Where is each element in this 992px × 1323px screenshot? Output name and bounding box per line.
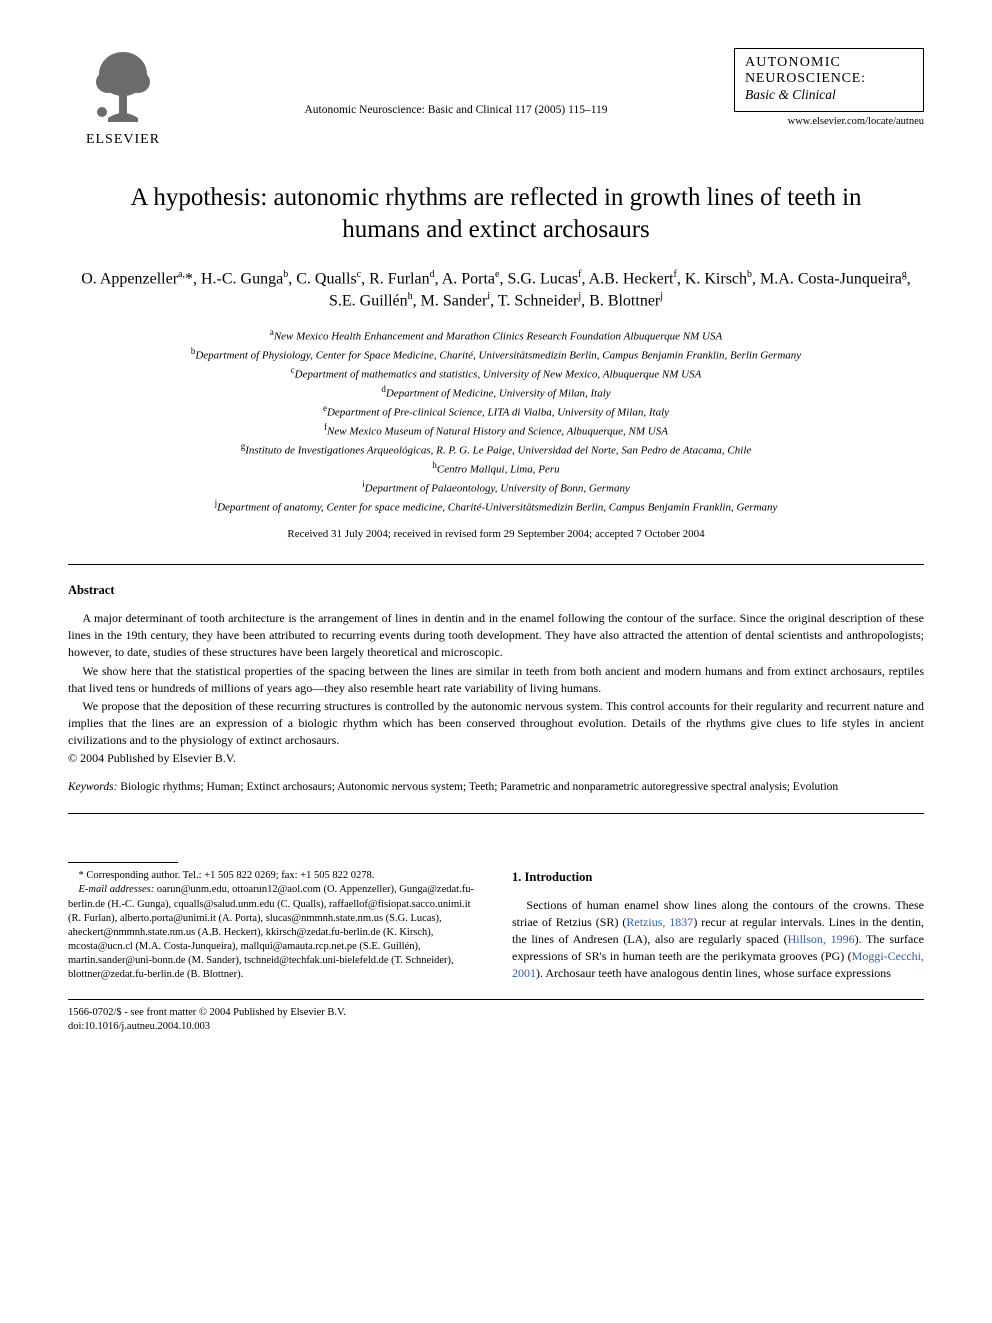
email-addresses: E-mail addresses: oarun@unm.edu, ottoaru… [68, 883, 480, 982]
affiliation-line: iDepartment of Palaeontology, University… [68, 478, 924, 497]
keywords-label: Keywords: [68, 781, 117, 793]
journal-url: www.elsevier.com/locate/autneu [734, 116, 924, 127]
affiliation-line: cDepartment of mathematics and statistic… [68, 364, 924, 383]
front-matter-line: 1566-0702/$ - see front matter © 2004 Pu… [68, 1006, 924, 1020]
journal-box-line1: AUTONOMIC [745, 55, 913, 71]
affiliation-line: bDepartment of Physiology, Center for Sp… [68, 345, 924, 364]
journal-box-line3: Basic & Clinical [745, 87, 913, 103]
introduction-heading: 1. Introduction [512, 870, 924, 885]
divider-top [68, 564, 924, 565]
bottom-meta: 1566-0702/$ - see front matter © 2004 Pu… [68, 1006, 924, 1034]
affiliation-line: hCentro Mallqui, Lima, Peru [68, 459, 924, 478]
affiliation-line: gInstituto de Investigationes Arqueológi… [68, 440, 924, 459]
elsevier-tree-icon [88, 48, 158, 128]
journal-box: AUTONOMIC NEUROSCIENCE: Basic & Clinical… [734, 48, 924, 127]
affiliation-line: jDepartment of anatomy, Center for space… [68, 497, 924, 516]
received-dates: Received 31 July 2004; received in revis… [68, 528, 924, 540]
keywords-line: Keywords: Biologic rhythms; Human; Extin… [68, 780, 924, 796]
bottom-divider [68, 999, 924, 1000]
abstract-para-3: We propose that the deposition of these … [68, 698, 924, 748]
abstract-section: Abstract A major determinant of tooth ar… [68, 583, 924, 765]
abstract-heading: Abstract [68, 583, 924, 598]
journal-box-line2: NEUROSCIENCE: [745, 71, 913, 87]
journal-reference: Autonomic Neuroscience: Basic and Clinic… [178, 48, 734, 116]
introduction-body: Sections of human enamel show lines alon… [512, 897, 924, 982]
keywords-text: Biologic rhythms; Human; Extinct archosa… [120, 781, 838, 793]
authors-line: O. Appenzellera,*, H.-C. Gungab, C. Qual… [78, 268, 914, 312]
email-label: E-mail addresses: [68, 884, 154, 895]
affiliation-line: fNew Mexico Museum of Natural History an… [68, 421, 924, 440]
footnotes-block: * Corresponding author. Tel.: +1 505 822… [68, 869, 480, 982]
footnote-rule [68, 862, 178, 863]
two-column-region: * Corresponding author. Tel.: +1 505 822… [68, 832, 924, 982]
affiliation-line: aNew Mexico Health Enhancement and Marat… [68, 326, 924, 345]
affiliation-line: dDepartment of Medicine, University of M… [68, 383, 924, 402]
affiliations-block: aNew Mexico Health Enhancement and Marat… [68, 326, 924, 516]
divider-bottom [68, 813, 924, 814]
header-row: ELSEVIER Autonomic Neuroscience: Basic a… [68, 48, 924, 148]
abstract-para-2: We show here that the statistical proper… [68, 663, 924, 697]
right-column: 1. Introduction Sections of human enamel… [512, 832, 924, 982]
left-column: * Corresponding author. Tel.: +1 505 822… [68, 832, 480, 982]
journal-box-frame: AUTONOMIC NEUROSCIENCE: Basic & Clinical [734, 48, 924, 112]
publisher-block: ELSEVIER [68, 48, 178, 148]
abstract-para-1: A major determinant of tooth architectur… [68, 610, 924, 660]
article-title: A hypothesis: autonomic rhythms are refl… [98, 182, 894, 246]
affiliation-line: eDepartment of Pre-clinical Science, LIT… [68, 402, 924, 421]
doi-line: doi:10.1016/j.autneu.2004.10.003 [68, 1020, 924, 1034]
abstract-copyright: © 2004 Published by Elsevier B.V. [68, 751, 924, 766]
email-list: oarun@unm.edu, ottoarun12@aol.com (O. Ap… [68, 884, 474, 980]
publisher-name: ELSEVIER [86, 132, 160, 148]
corresponding-author-note: * Corresponding author. Tel.: +1 505 822… [68, 869, 480, 883]
